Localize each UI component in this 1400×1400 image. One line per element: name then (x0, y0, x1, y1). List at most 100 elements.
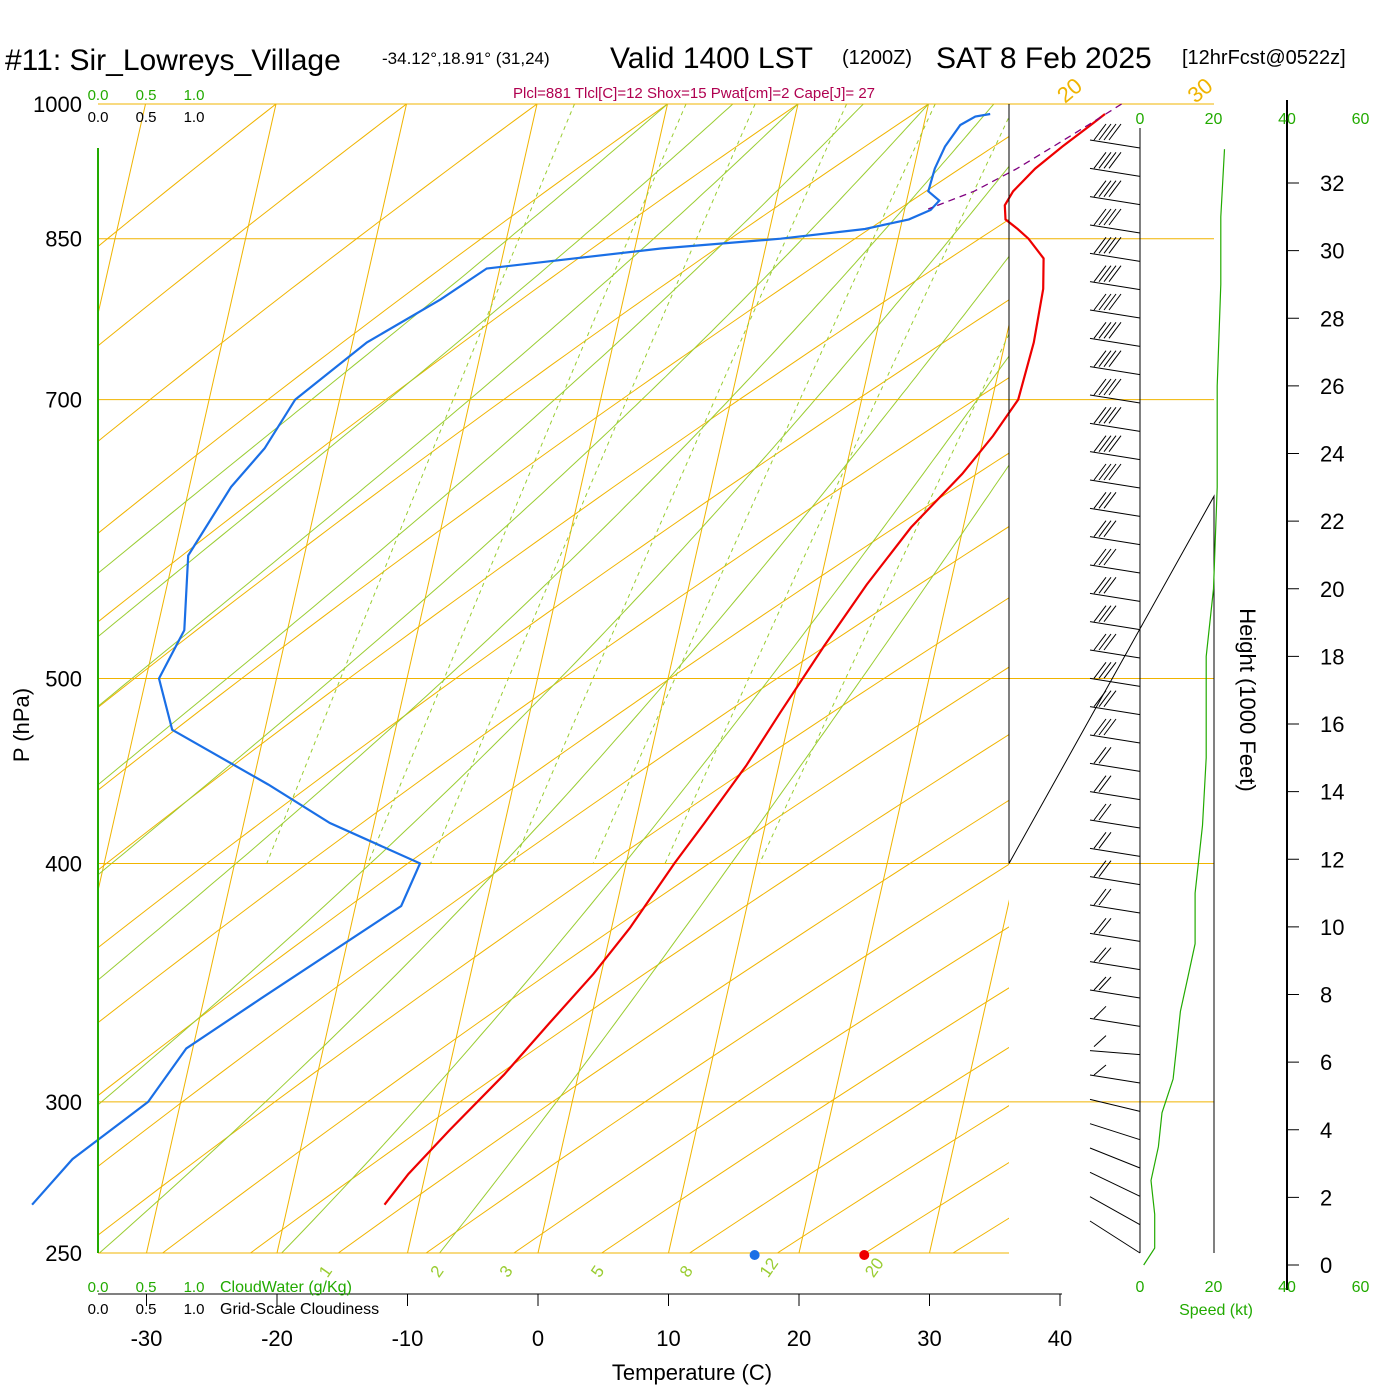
pressure-tick-label: 500 (45, 667, 82, 692)
wind-barb (1089, 366, 1141, 376)
wind-barb-feather (1093, 605, 1107, 622)
wind-barb-feather (1098, 947, 1112, 962)
dry-adiabat (98, 104, 408, 347)
height-tick-label: 14 (1320, 780, 1344, 805)
wind-barb-feather (1103, 350, 1117, 367)
mixing-ratio-label: 3 (496, 1262, 517, 1281)
dry-adiabat (98, 597, 1009, 1236)
dry-adiabat-label: 20 (1052, 73, 1087, 108)
wind-barb (1089, 281, 1141, 291)
wind-barb (1089, 649, 1141, 659)
dry-adiabat (98, 377, 1009, 1024)
height-tick-label: 24 (1320, 442, 1344, 467)
temperature-tick-label: -10 (392, 1326, 424, 1351)
wind-barb-feather (1098, 775, 1112, 792)
wind-barb-feather (1103, 435, 1117, 452)
wind-barb (1089, 394, 1141, 404)
parcel-line (927, 103, 1122, 210)
mixing-ratio-line (266, 104, 575, 864)
wind-barb (1089, 167, 1141, 177)
mixing-ratio-label: 2 (427, 1262, 448, 1281)
height-tick-label: 6 (1320, 1050, 1332, 1075)
dry-adiabat (98, 218, 1009, 871)
wind-barb (1089, 734, 1141, 744)
wind-barb (1089, 932, 1141, 942)
isotherm-line (1191, 104, 1400, 1253)
wind-barb-feather (1098, 976, 1112, 991)
wind-barb-feather (1098, 208, 1112, 226)
wind-barb-feather (1103, 463, 1117, 481)
height-tick-label: 28 (1320, 306, 1344, 331)
wind-barb-feather (1093, 918, 1107, 934)
wind-barb (1089, 876, 1141, 886)
wind-barb (1089, 536, 1141, 546)
wind-barb-feather (1093, 123, 1107, 141)
height-tick-label: 30 (1320, 239, 1344, 264)
wind-barb-feather (1103, 265, 1117, 282)
wind-barb-feather (1093, 265, 1107, 282)
wind-barb (1089, 706, 1141, 716)
wind-barb (1089, 564, 1141, 574)
wind-barb-feather (1098, 520, 1112, 537)
wind-barb (1089, 1017, 1141, 1027)
wind-barb-feather (1103, 633, 1117, 651)
speed-tick-top: 20 (1205, 111, 1223, 128)
wind-barb-feather (1103, 690, 1117, 707)
wind-barb-feather (1093, 947, 1107, 962)
wind-barb-feather (1108, 407, 1122, 424)
speed-tick-top: 60 (1352, 111, 1370, 128)
wind-barb-feather (1103, 662, 1117, 679)
dry-adiabat (249, 733, 1009, 1253)
wind-barb-feather (1103, 237, 1117, 254)
moist-adiabat (98, 165, 1009, 1106)
wind-barb-feather (1093, 1064, 1107, 1076)
speed-tick-top: 40 (1278, 111, 1296, 128)
dry-adiabat (776, 1105, 1009, 1253)
wind-barb-feather (1108, 293, 1122, 311)
speed-tick-bottom: 40 (1278, 1279, 1296, 1296)
wind-barb (1089, 961, 1141, 971)
wind-barb-feather (1093, 237, 1107, 254)
cloudwater-tick-bottom: 0.5 (136, 1279, 157, 1296)
y-axis-title: P (hPa) (9, 688, 34, 762)
cloudwater-tick-bottom: 1.0 (184, 1279, 205, 1296)
wind-barb-feather (1098, 832, 1112, 849)
mixing-ratio-line (664, 115, 1009, 864)
wind-barb (1089, 1171, 1141, 1197)
wind-barb-feather (1103, 152, 1117, 169)
wind-barb-feather (1098, 293, 1112, 311)
wind-barb-feather (1108, 463, 1122, 481)
wind-barb (1089, 1147, 1141, 1169)
mixing-ratio-line (430, 104, 756, 864)
mixing-ratio-label: 12 (756, 1254, 782, 1280)
wind-barb-feather (1093, 747, 1107, 764)
wind-barb (1089, 1220, 1141, 1254)
cloudwater-tick-top: 0.0 (88, 87, 109, 104)
wind-barb-feather (1098, 918, 1112, 934)
wind-barb-feather (1093, 492, 1107, 509)
wind-barb-feather (1098, 492, 1112, 509)
wind-barb-feather (1098, 888, 1112, 906)
valid-time: Valid 1400 LST (610, 42, 813, 75)
height-tick-label: 32 (1320, 171, 1344, 196)
height-tick-label: 16 (1320, 712, 1344, 737)
wind-barb-feather (1098, 605, 1112, 622)
wind-barb (1089, 791, 1141, 801)
surface-dewpoint-dot (749, 1250, 760, 1260)
wind-speed-profile (1143, 149, 1226, 1266)
wind-barb-feather (1093, 976, 1107, 991)
wind-barb-feather (1093, 208, 1107, 226)
mixing-ratio-label: 1 (315, 1262, 336, 1281)
wind-barb-feather (1103, 718, 1117, 736)
wind-barb-feather (1093, 577, 1107, 594)
wind-barb-feather (1103, 492, 1117, 509)
wind-barb-feather (1093, 718, 1107, 736)
wind-barb (1089, 621, 1141, 631)
temperature-tick-label: -30 (131, 1326, 163, 1351)
temperature-tick-label: 40 (1048, 1326, 1072, 1351)
surface-temperature-dot (859, 1250, 870, 1260)
wind-barb-feather (1093, 463, 1107, 481)
wind-barb-feather (1103, 548, 1117, 566)
